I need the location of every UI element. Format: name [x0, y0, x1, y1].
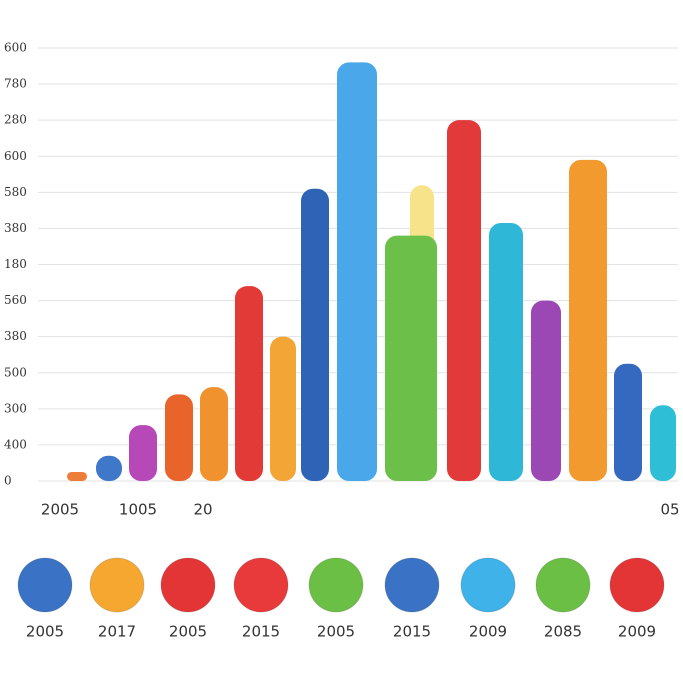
bar — [200, 387, 228, 481]
bar — [165, 394, 193, 481]
legend-label: 2005 — [26, 623, 64, 641]
bar — [650, 405, 676, 481]
legend-swatch — [535, 557, 591, 613]
legend-label: 2009 — [618, 623, 656, 641]
bar — [270, 336, 296, 481]
y-tick-label: 300 — [4, 401, 27, 415]
bar — [235, 286, 263, 481]
y-tick-label: 560 — [4, 293, 27, 307]
y-tick-label: 600 — [4, 41, 27, 55]
y-tick-label: 780 — [4, 77, 27, 91]
x-tick-label: 05 — [660, 501, 679, 519]
bar — [301, 188, 329, 481]
bar — [614, 363, 642, 481]
bar — [569, 159, 607, 481]
y-tick-label: 280 — [4, 113, 27, 127]
legend-swatch — [384, 557, 440, 613]
y-tick-label: 180 — [4, 257, 27, 271]
legend-swatch — [460, 557, 516, 613]
x-tick-label: 2005 — [41, 501, 79, 519]
legend-label: 2009 — [469, 623, 507, 641]
y-tick-label: 580 — [4, 185, 27, 199]
y-tick-label: 380 — [4, 221, 27, 235]
legend-label: 2005 — [317, 623, 355, 641]
y-tick-label: 380 — [4, 329, 27, 343]
legend-swatch — [308, 557, 364, 613]
legend-label: 2017 — [98, 623, 136, 641]
bar — [385, 235, 437, 481]
legend-swatch — [609, 557, 665, 613]
x-tick-label: 1005 — [119, 501, 157, 519]
bar — [447, 120, 481, 482]
legend-swatch — [89, 557, 145, 613]
legend-label: 2005 — [169, 623, 207, 641]
bar — [129, 425, 157, 481]
bar — [67, 471, 87, 481]
legend-label: 2015 — [242, 623, 280, 641]
legend-label: 2015 — [393, 623, 431, 641]
legend-swatch — [233, 557, 289, 613]
x-tick-label: 20 — [193, 501, 212, 519]
y-tick-label: 0 — [4, 474, 12, 488]
bar — [489, 223, 523, 482]
y-tick-label: 400 — [4, 437, 27, 451]
bar — [531, 300, 561, 481]
legend-swatch — [160, 557, 216, 613]
bar — [96, 455, 122, 481]
legend-label: 2085 — [544, 623, 582, 641]
y-tick-label: 600 — [4, 149, 27, 163]
legend-swatch — [17, 557, 73, 613]
y-tick-label: 500 — [4, 365, 27, 379]
bar — [337, 62, 377, 481]
